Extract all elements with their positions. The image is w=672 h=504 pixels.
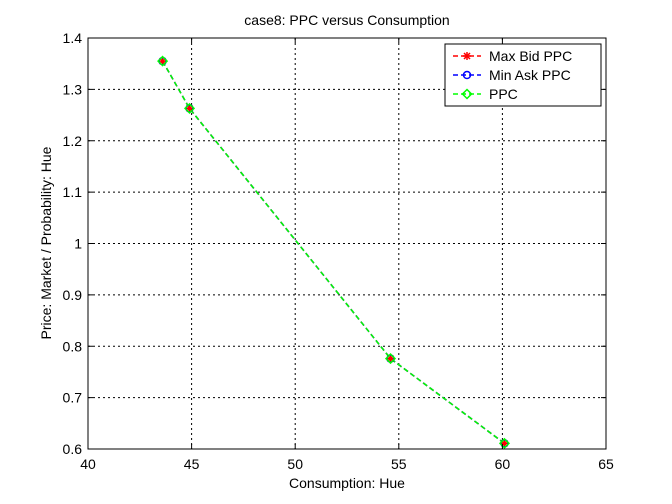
y-tick-label: 1.1	[63, 184, 83, 200]
legend-entry: Max Bid PPC	[489, 48, 572, 64]
y-tick-label: 0.9	[63, 287, 83, 303]
y-axis-label: Price: Market / Probability: Hue	[38, 146, 54, 339]
series-point-2	[384, 353, 397, 365]
series-point-2	[183, 102, 196, 114]
x-axis-label: Consumption: Hue	[289, 475, 405, 491]
y-tick-label: 1	[74, 236, 82, 252]
y-tick-label: 0.6	[63, 441, 83, 457]
series-line-2	[161, 60, 505, 444]
series-point-2	[498, 437, 511, 449]
x-tick-label: 45	[184, 456, 200, 472]
legend-marker	[462, 70, 472, 80]
series-markers	[157, 55, 511, 449]
series-point-2	[157, 55, 169, 67]
axis-ticks	[87, 37, 607, 450]
legend-entry: PPC	[489, 86, 518, 102]
x-tick-label: 65	[598, 456, 614, 472]
y-tick-label: 1.3	[63, 81, 83, 97]
y-tick-label: 1.2	[63, 133, 83, 149]
legend-marker	[463, 52, 471, 60]
x-tick-label: 55	[391, 456, 407, 472]
legend: Max Bid PPC Min Ask PPC PPC	[444, 43, 602, 107]
y-tick-label: 0.7	[63, 390, 83, 406]
x-tick-label: 50	[287, 456, 303, 472]
legend-marker	[461, 88, 473, 100]
y-tick-label: 1.4	[63, 30, 83, 46]
tick-labels: 40 45 50 55 60 65 0.6 0.7 0.8 0.9 1 1.1 1.2 1.3 1.4	[63, 30, 614, 472]
legend-entry: Min Ask PPC	[489, 67, 571, 83]
series-lines	[161, 60, 505, 444]
x-tick-label: 60	[495, 456, 511, 472]
chart-title: case8: PPC versus Consumption	[244, 12, 449, 28]
y-tick-label: 0.8	[63, 338, 83, 354]
x-tick-label: 40	[80, 456, 96, 472]
